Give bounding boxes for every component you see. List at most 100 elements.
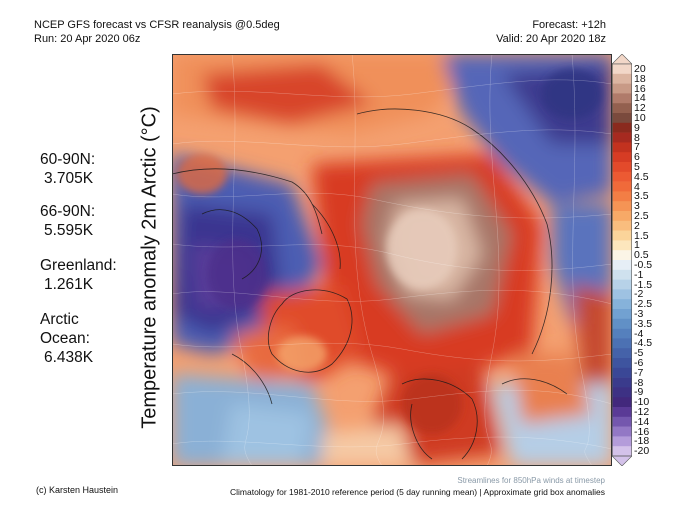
colorbar-tick-label: -1.5 — [634, 278, 653, 291]
colorbar-swatch — [612, 377, 632, 388]
colorbar-tick-label: -4 — [634, 327, 644, 340]
colorbar-tick-label: 12 — [634, 102, 646, 115]
header-right: Forecast: +12h Valid: 20 Apr 2020 18z — [496, 18, 606, 46]
valid-time: Valid: 20 Apr 2020 18z — [496, 33, 606, 45]
colorbar-labels: 20 18 16 14 12 10 9 8 7 6 5 4.5 4 3.5 3 2.5 2 1.5 1 0.5 -0.5… — [632, 54, 678, 466]
colorbar-tick-label: -2.5 — [634, 298, 653, 311]
streamlines-note: Streamlines for 850hPa winds at timestep — [457, 476, 605, 485]
colorbar-tick-label: 1 — [634, 239, 640, 252]
colorbar-swatch — [612, 171, 632, 182]
colorbar-tick-label: 1.5 — [634, 229, 649, 242]
stat-60-90n: 60-90N: 3.705K — [40, 150, 95, 188]
credit: (c) Karsten Haustein — [36, 485, 119, 495]
colorbar-tick-label: 0.5 — [634, 249, 649, 262]
colorbar-tick-label: 10 — [634, 111, 646, 124]
colorbar-swatch — [612, 122, 632, 133]
colorbar-swatch — [612, 279, 632, 290]
colorbar-swatch — [612, 318, 632, 329]
colorbar-swatch — [612, 250, 632, 261]
y-axis-label: Temperature anomaly 2m Arctic (°C) — [138, 106, 161, 429]
colorbar-swatch — [612, 426, 632, 437]
wind-streamlines — [172, 54, 612, 466]
colorbar-tick-label: -16 — [634, 425, 650, 438]
stat-label: 66-90N: — [40, 203, 96, 220]
colorbar-tick-label: -0.5 — [634, 258, 653, 271]
colorbar-tick-label: 6 — [634, 151, 640, 164]
colorbar-swatch — [612, 407, 632, 418]
colorbar-tick-label: 4.5 — [634, 170, 649, 183]
colorbar-swatch — [612, 446, 632, 457]
detail-patches — [177, 69, 602, 434]
colorbar-tick-label: -10 — [634, 396, 650, 409]
colorbar-tick-label: -6 — [634, 356, 644, 369]
colorbar-tick-label: -1 — [634, 268, 644, 281]
colorbar-tick-label: -7 — [634, 366, 644, 379]
colorbar-tick-label: -18 — [634, 435, 650, 448]
colorbar-swatch — [612, 230, 632, 241]
colorbar-swatch — [612, 64, 632, 75]
colorbar-tick-label: -3 — [634, 307, 644, 320]
colorbar — [612, 54, 632, 466]
colorbar-tick-label: -2 — [634, 288, 644, 301]
stat-66-90n: 66-90N: 5.595K — [40, 202, 95, 240]
map-title: NCEP GFS forecast vs CFSR reanalysis @0.… — [34, 19, 280, 31]
colorbar-tick-label: -9 — [634, 386, 644, 399]
colorbar-swatch — [612, 142, 632, 153]
stat-value: 3.705K — [44, 170, 94, 187]
colorbar-swatch — [612, 181, 632, 192]
colorbar-swatch — [612, 260, 632, 271]
colorbar-swatch — [612, 397, 632, 408]
colorbar-swatch — [612, 338, 632, 349]
run-time: Run: 20 Apr 2020 06z — [34, 33, 141, 45]
colorbar-swatch — [612, 416, 632, 427]
forecast-hour: Forecast: +12h — [532, 19, 606, 31]
colorbar-swatch — [612, 191, 632, 202]
stat-value: 1.261K — [44, 276, 94, 293]
colorbar-swatch — [612, 269, 632, 280]
colorbar-swatch — [612, 348, 632, 359]
colorbar-tick-label: -3.5 — [634, 317, 653, 330]
stat-value: 5.595K — [44, 222, 94, 239]
colorbar-tick-label: -20 — [634, 445, 650, 458]
colorbar-tick-label: 16 — [634, 82, 646, 95]
colorbar-tick-label: -5 — [634, 347, 644, 360]
colorbar-swatch — [612, 152, 632, 163]
colorbar-swatch — [612, 367, 632, 378]
colorbar-top-arrow — [612, 54, 632, 65]
colorbar-swatch — [612, 113, 632, 124]
stat-label-2: Ocean: — [40, 330, 90, 347]
colorbar-swatch — [612, 309, 632, 320]
colorbar-tick-label: -4.5 — [634, 337, 653, 350]
colorbar-tick-label: 3.5 — [634, 190, 649, 203]
stat-value: 6.438K — [44, 349, 94, 366]
colorbar-tick-label: -12 — [634, 405, 650, 418]
colorbar-swatch — [612, 83, 632, 94]
colorbar-tick-label: 2 — [634, 219, 640, 232]
colorbar-swatch — [612, 220, 632, 231]
anomaly-map — [172, 54, 612, 466]
colorbar-swatch — [612, 328, 632, 339]
colorbar-bottom-arrow — [612, 455, 632, 466]
map-frame — [172, 54, 612, 466]
stat-label: Greenland: — [40, 257, 117, 274]
colorbar-tick-label: 8 — [634, 131, 640, 144]
colorbar-tick-label: 5 — [634, 160, 640, 173]
colorbar-tick-label: 14 — [634, 92, 646, 105]
colorbar-swatch — [612, 132, 632, 143]
colorbar-tick-label: 2.5 — [634, 209, 649, 222]
colorbar-swatch — [612, 387, 632, 398]
stat-arctic-ocean: Arctic Ocean: 6.438K — [40, 310, 93, 367]
stat-label: 60-90N: — [40, 151, 96, 168]
colorbar-swatch — [612, 201, 632, 212]
stat-greenland: Greenland: 1.261K — [40, 256, 117, 294]
colorbar-tick-label: 7 — [634, 141, 640, 154]
colorbar-tick-label: 4 — [634, 180, 640, 193]
coastlines — [172, 108, 568, 460]
colorbar-swatch — [612, 240, 632, 251]
colorbar-swatch — [612, 93, 632, 104]
colorbar-swatch — [612, 162, 632, 173]
colorbar-tick-label: -8 — [634, 376, 644, 389]
colorbar-swatch — [612, 436, 632, 447]
colorbar-tick-label: 3 — [634, 200, 640, 213]
colorbar-frame — [612, 63, 632, 457]
